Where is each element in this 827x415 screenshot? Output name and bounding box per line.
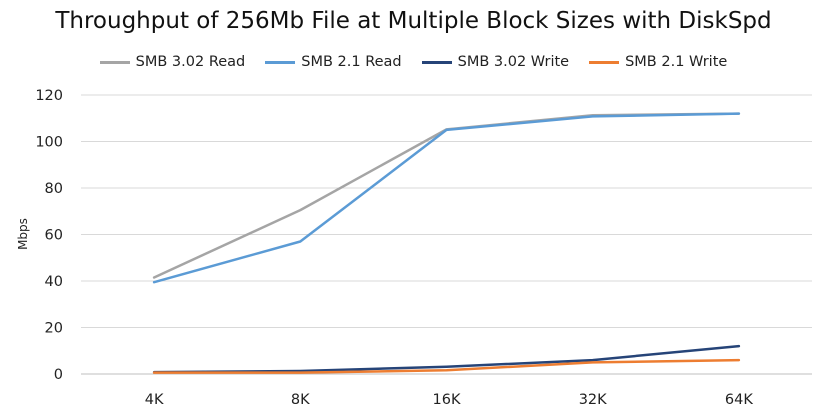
x-tick-label: 4K <box>145 392 164 408</box>
x-tick-label: 32K <box>579 392 607 408</box>
y-tick-label: 0 <box>54 367 63 383</box>
gridlines <box>81 94 812 375</box>
chart-legend: SMB 3.02 Read SMB 2.1 Read SMB 3.02 Writ… <box>0 54 827 70</box>
y-tick-label: 120 <box>35 88 63 104</box>
legend-item-smb302-write: SMB 3.02 Write <box>421 54 570 70</box>
y-tick-label: 100 <box>35 135 63 151</box>
chart-title: Throughput of 256Mb File at Multiple Blo… <box>55 8 772 34</box>
legend-label-smb302-write: SMB 3.02 Write <box>457 54 570 70</box>
legend-swatch-smb21-write <box>589 60 620 64</box>
legend-label-smb21-read: SMB 2.1 Read <box>301 54 402 70</box>
x-tick-label: 16K <box>433 392 461 408</box>
y-axis-label: Mbps <box>16 218 30 250</box>
y-tick-label: 80 <box>45 181 63 197</box>
series-lines <box>152 112 741 374</box>
legend-item-smb21-write: SMB 2.1 Write <box>589 54 727 70</box>
series-line-smb-2-1-write <box>152 358 741 374</box>
legend-swatch-smb302-read <box>99 60 130 64</box>
x-tick-label: 8K <box>291 392 310 408</box>
y-axis-ticks: 0 20 40 60 80 100 120 <box>35 88 63 383</box>
legend-label-smb302-read: SMB 3.02 Read <box>135 54 246 70</box>
y-tick-label: 60 <box>45 228 63 244</box>
legend-item-smb302-read: SMB 3.02 Read <box>99 54 246 70</box>
x-axis-ticks: 4K 8K 16K 32K 64K <box>145 392 754 408</box>
legend-swatch-smb21-read <box>265 60 296 64</box>
legend-item-smb21-read: SMB 2.1 Read <box>265 54 402 70</box>
series-line-smb-2-1-read <box>152 112 741 284</box>
series-line-smb-3-02-write <box>152 344 741 374</box>
y-tick-label: 40 <box>45 274 63 290</box>
y-tick-label: 20 <box>45 321 63 337</box>
series-line-smb-3-02-read <box>152 112 741 279</box>
legend-swatch-smb302-write <box>421 60 452 64</box>
legend-label-smb21-write: SMB 2.1 Write <box>625 54 728 70</box>
x-tick-label: 64K <box>725 392 753 408</box>
